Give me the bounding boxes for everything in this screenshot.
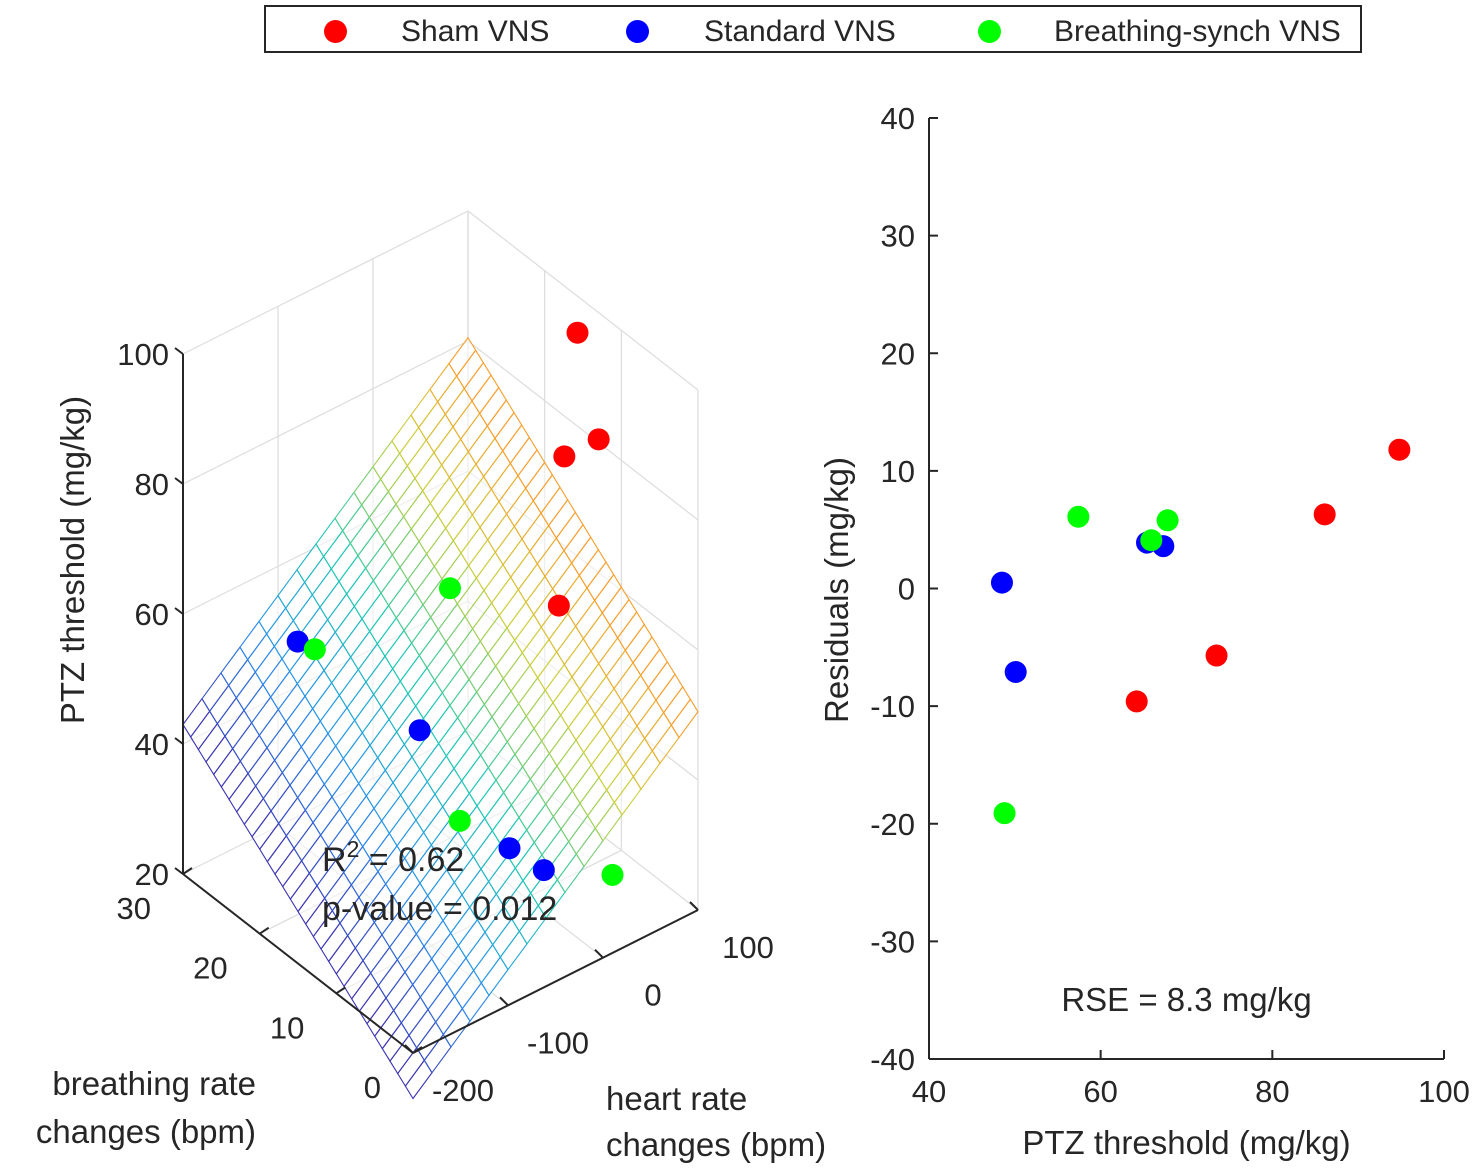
z-tick	[174, 477, 184, 485]
z-axis-label: PTZ threshold (mg/kg)	[54, 396, 91, 724]
x-tick	[404, 1044, 414, 1054]
z-tick-label: 60	[135, 597, 169, 632]
residual-y-tick-label: -20	[870, 807, 915, 842]
x-tick	[594, 948, 604, 959]
z-tick-label: 80	[135, 467, 169, 502]
residual-y-tick-label: 10	[881, 454, 915, 489]
z-tick-label: 20	[135, 857, 169, 892]
residual-point-1-1	[1004, 661, 1027, 684]
surface-cell	[448, 336, 477, 377]
x-axis-line	[412, 909, 699, 1054]
legend-marker-0	[324, 20, 347, 43]
r-squared-annotation: R2 = 0.62	[322, 836, 464, 879]
point-3d-2-1	[439, 577, 461, 600]
y-tick-label: 10	[270, 1010, 304, 1045]
residual-point-0-1	[1313, 503, 1336, 526]
legend-marker-1	[626, 20, 649, 43]
residual-y-tick-label: 20	[881, 336, 915, 371]
residual-x-axis-label: PTZ threshold (mg/kg)	[1022, 1124, 1350, 1161]
y-tick	[259, 926, 270, 935]
point-3d-2-3	[601, 863, 624, 886]
x-tick-label: -200	[432, 1073, 494, 1108]
grid-line-wall-z-4	[182, 210, 469, 355]
legend-label-1: Standard VNS	[704, 15, 896, 48]
residual-y-tick-label: -30	[870, 924, 915, 959]
z-tick	[174, 867, 184, 875]
x-axis-label-line2: changes (bpm)	[606, 1126, 826, 1163]
point-3d-0-1	[587, 428, 610, 451]
y-tick	[182, 867, 193, 875]
point-3d-1-1	[408, 719, 431, 742]
y-axis-line	[182, 873, 414, 1054]
residual-point-0-0	[1388, 438, 1411, 461]
residual-y-tick-label: 0	[898, 572, 915, 607]
z-tick	[174, 347, 184, 355]
point-3d-2-2	[448, 809, 471, 832]
point-3d-1-2	[498, 837, 521, 860]
x-tick	[499, 996, 509, 1007]
grid-line-wall-z-3	[182, 340, 469, 485]
y-tick-label: 30	[117, 891, 151, 926]
y-tick	[335, 986, 346, 995]
y-tick-label: 20	[193, 951, 227, 986]
residual-point-0-2	[1205, 644, 1228, 667]
residual-point-2-1	[1140, 529, 1163, 552]
residual-point-2-3	[993, 802, 1016, 825]
point-3d-0-0	[566, 321, 589, 344]
regression-surface	[182, 336, 699, 1100]
residual-y-tick-label: -40	[870, 1042, 915, 1077]
y-axis-label-line2: changes (bpm)	[36, 1113, 256, 1150]
grid-line-side-z-3	[467, 340, 699, 521]
residual-x-tick-label: 60	[1083, 1074, 1117, 1109]
y-tick	[412, 1046, 423, 1054]
point-3d-1-0	[286, 630, 309, 653]
point-3d-0-3	[547, 594, 570, 617]
point-3d-1-3	[532, 859, 555, 882]
x-tick-label: 0	[644, 978, 661, 1013]
residual-x-tick-label: 100	[1418, 1074, 1470, 1109]
residual-point-2-2	[1156, 509, 1179, 532]
residual-y-tick-label: 40	[881, 101, 915, 136]
z-tick	[174, 737, 184, 745]
z-tick-label: 40	[135, 727, 169, 762]
z-tick	[174, 607, 184, 615]
point-3d-0-2	[553, 445, 576, 468]
residual-y-axis-label: Residuals (mg/kg)	[818, 457, 855, 723]
residual-point-1-0	[990, 571, 1013, 594]
residual-point-0-3	[1125, 690, 1148, 713]
y-tick-label: 0	[364, 1070, 381, 1105]
z-tick-label: 100	[117, 337, 169, 372]
residual-point-2-0	[1067, 505, 1090, 528]
point-3d-2-0	[303, 638, 326, 661]
x-axis-label-line1: heart rate	[606, 1080, 747, 1117]
residual-x-tick-label: 80	[1255, 1074, 1289, 1109]
residual-y-tick-label: -10	[870, 689, 915, 724]
legend-marker-2	[978, 20, 1001, 43]
legend-label-0: Sham VNS	[401, 15, 550, 48]
legend-label-2: Breathing-synch VNS	[1054, 15, 1341, 48]
legend: Sham VNS Standard VNS Breathing-synch VNS	[264, 5, 1362, 53]
residual-y-tick-label: 30	[881, 219, 915, 254]
residual-x-tick-label: 40	[912, 1074, 946, 1109]
rse-annotation: RSE = 8.3 mg/kg	[1061, 981, 1311, 1018]
p-value-annotation: p-value = 0.012	[322, 890, 557, 928]
x-tick	[689, 901, 699, 911]
x-tick-label: 100	[722, 930, 774, 965]
x-tick-label: -100	[527, 1025, 589, 1060]
y-axis-label-line1: breathing rate	[52, 1065, 256, 1102]
grid-line-side-z-4	[467, 210, 699, 391]
